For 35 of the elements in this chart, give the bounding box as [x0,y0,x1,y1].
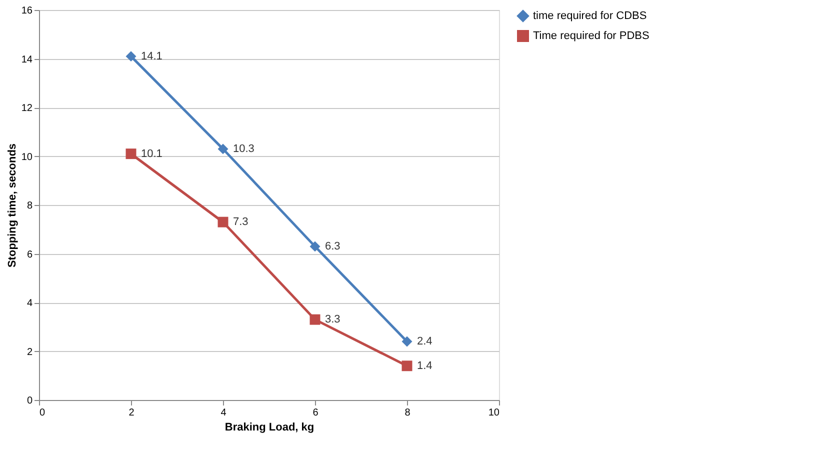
point [218,216,228,228]
data-label: 6.3 [325,240,340,252]
data-label: 7.3 [233,216,248,228]
data-label: 14.1 [141,50,162,62]
y-tick-label: 0 [26,396,33,406]
y-tick-label: 12 [21,103,33,114]
y-tick-label: 6 [26,249,33,260]
data-label: 1.4 [417,360,432,372]
x-tick-label: 8 [404,408,411,418]
point [402,336,412,347]
point [126,148,136,160]
legend-label: Time required for PDBS [533,30,650,42]
data-label: 3.3 [325,314,340,326]
y-axis-title: Stopping time, seconds [6,143,18,268]
y-tick-label: 16 [21,6,33,16]
data-label: 10.3 [233,142,254,155]
x-tick-label: 2 [128,408,135,418]
x-tick-label: 6 [312,408,319,418]
data-label: 2.4 [417,336,432,348]
x-tick-label: 4 [220,408,227,418]
point [126,51,136,62]
x-tick-label: 0 [40,408,46,418]
legend-label: time required for CDBS [533,10,647,22]
y-tick-label: 2 [26,346,33,358]
x-tick-label: 10 [488,408,500,418]
y-tick-label: 8 [26,200,33,212]
point [402,360,412,372]
data-label: 10.1 [141,148,162,160]
point [218,144,228,154]
point [310,241,320,252]
y-tick-label: 10 [21,152,33,163]
x-axis-title: Braking Load, kg [224,422,314,434]
y-tick-label: 4 [26,298,33,309]
point [310,314,320,325]
y-tick-label: 14 [21,54,33,66]
